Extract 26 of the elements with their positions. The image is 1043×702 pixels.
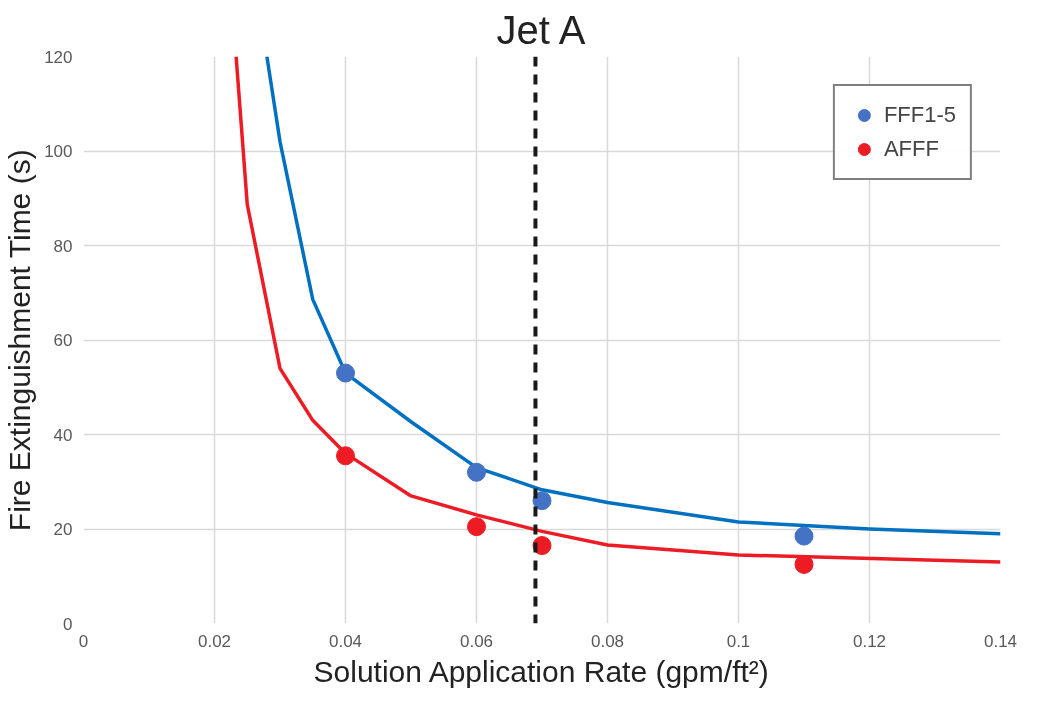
point xyxy=(532,491,552,511)
point xyxy=(467,517,486,537)
y-tick-label: 100 xyxy=(44,142,73,161)
legend-label: FFF1-5 xyxy=(883,102,956,128)
legend-label: AFFF xyxy=(883,136,939,162)
x-tick-label: 0.04 xyxy=(328,631,363,651)
x-tick-label: 0.12 xyxy=(852,631,887,651)
x-tick-label: 0.08 xyxy=(590,631,625,651)
x-tick-label: 0 xyxy=(78,631,89,651)
point xyxy=(336,363,355,383)
x-tick-label: 0.14 xyxy=(983,631,1018,651)
y-axis-title: Fire Extinguishment Time (s) xyxy=(3,149,37,532)
x-tick-label: 0.06 xyxy=(459,631,494,651)
x-axis-title: Solution Application Rate (gpm/ft²) xyxy=(313,654,769,688)
point xyxy=(467,462,486,482)
y-tick-label: 120 xyxy=(44,47,73,67)
chart-title: Jet A xyxy=(496,7,586,52)
x-tick-label: 0.02 xyxy=(197,631,232,651)
x-tick-label: 0.1 xyxy=(726,631,751,651)
point xyxy=(794,526,814,546)
y-tick-label: 80 xyxy=(53,236,73,256)
point xyxy=(336,446,355,466)
y-tick-label: 60 xyxy=(53,331,73,350)
y-tick-label: 40 xyxy=(53,425,73,445)
y-tick-label: 0 xyxy=(63,614,73,634)
y-tick-label: 20 xyxy=(53,520,73,539)
